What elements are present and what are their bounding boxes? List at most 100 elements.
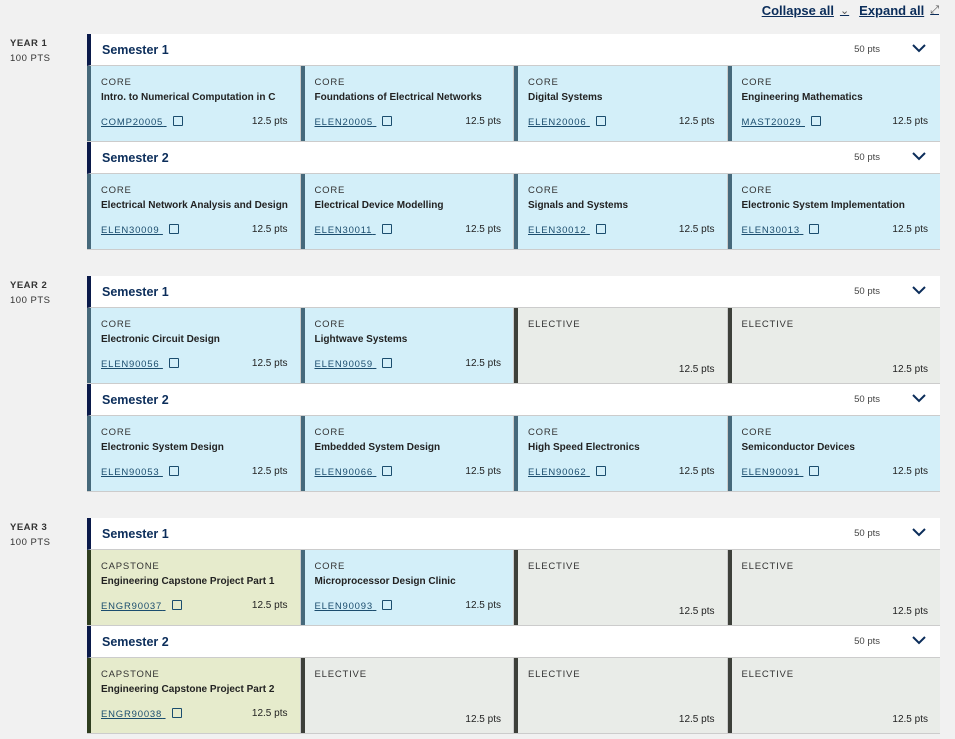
subject-card-elective[interactable]: ELECTIVE 12.5 pts bbox=[300, 658, 513, 733]
subject-code-link[interactable]: MAST20029 bbox=[742, 116, 821, 128]
external-link-icon bbox=[809, 466, 820, 476]
subject-type: ELECTIVE bbox=[741, 561, 794, 572]
subject-card-core[interactable]: CORE Embedded System Design ELEN90066 12.5… bbox=[300, 416, 513, 491]
chevron-down-icon[interactable] bbox=[912, 41, 926, 55]
subject-type: CORE bbox=[314, 427, 346, 438]
semester: Semester 1 50 pts CORE Intro. to Numerical … bbox=[87, 34, 940, 142]
subject-row: CORE Electronic System Design ELEN90053 12… bbox=[87, 416, 940, 491]
subject-points: 12.5 pts bbox=[251, 224, 288, 235]
semester-header[interactable]: Semester 1 50 pts bbox=[87, 34, 940, 66]
semester-points: 50 pts bbox=[854, 636, 880, 647]
external-link-icon bbox=[595, 116, 606, 126]
semester-points: 50 pts bbox=[854, 286, 880, 297]
subject-type: CORE bbox=[314, 77, 346, 88]
collapse-all-button[interactable]: Collapse all ⌄ bbox=[761, 3, 850, 18]
subject-code-link[interactable]: ENGR90038 bbox=[101, 708, 182, 720]
subject-code-link[interactable]: ELEN90091 bbox=[742, 466, 820, 478]
year-label: YEAR 2 100 PTS bbox=[10, 278, 50, 308]
expand-all-button[interactable]: Expand all ⤢ bbox=[859, 3, 939, 18]
external-link-icon bbox=[810, 116, 821, 126]
subject-type: CORE bbox=[101, 319, 132, 330]
subject-title: Engineering Capstone Project Part 1 bbox=[101, 576, 275, 587]
subject-card-core[interactable]: CORE Signals and Systems ELEN30012 12.5 pt… bbox=[514, 174, 727, 249]
subject-points: 12.5 pts bbox=[678, 714, 715, 725]
chevron-down-icon[interactable] bbox=[912, 149, 926, 163]
subject-card-capstone[interactable]: CAPSTONE Engineering Capstone Project Par… bbox=[87, 550, 300, 625]
subject-code-link[interactable]: ELEN20006 bbox=[528, 116, 606, 128]
subject-type: ELECTIVE bbox=[741, 669, 794, 680]
subject-code-link[interactable]: ELEN30009 bbox=[101, 224, 179, 236]
subject-title: Signals and Systems bbox=[528, 200, 629, 211]
subject-type: CORE bbox=[314, 319, 346, 330]
subject-card-elective[interactable]: ELECTIVE 12.5 pts bbox=[727, 550, 940, 625]
semester: Semester 1 50 pts CORE Electronic Circuit D… bbox=[87, 276, 940, 384]
subject-title: Electrical Network Analysis and Design bbox=[101, 200, 288, 211]
subject-code: ELEN20006 bbox=[528, 117, 587, 128]
external-link-icon bbox=[168, 224, 179, 234]
subject-type: CORE bbox=[314, 561, 346, 572]
subject-row: CAPSTONE Engineering Capstone Project Par… bbox=[87, 658, 940, 733]
semester-points: 50 pts bbox=[854, 152, 880, 163]
subject-card-core[interactable]: CORE Foundations of Electrical Networks EL… bbox=[300, 66, 513, 141]
subject-card-core[interactable]: CORE High Speed Electronics ELEN90062 12.5… bbox=[514, 416, 727, 491]
subject-card-core[interactable]: CORE Electrical Device Modelling ELEN30011… bbox=[300, 174, 513, 249]
subject-code: ELEN30011 bbox=[314, 225, 373, 236]
subject-card-elective[interactable]: ELECTIVE 12.5 pts bbox=[727, 658, 940, 733]
subject-code-link[interactable]: ELEN30012 bbox=[528, 224, 606, 236]
semester-header[interactable]: Semester 1 50 pts bbox=[87, 276, 940, 308]
subject-card-core[interactable]: CORE Electronic System Implementation ELEN… bbox=[727, 174, 940, 249]
semester-title: Semester 2 bbox=[102, 634, 169, 649]
subject-card-core[interactable]: CORE Electronic System Design ELEN90053 12… bbox=[87, 416, 300, 491]
chevron-down-icon[interactable] bbox=[912, 391, 926, 405]
subject-code-link[interactable]: ELEN90093 bbox=[315, 600, 393, 612]
semester-header[interactable]: Semester 2 50 pts bbox=[87, 626, 940, 658]
subject-code-link[interactable]: COMP20005 bbox=[101, 116, 183, 128]
semester-header[interactable]: Semester 2 50 pts bbox=[87, 142, 940, 174]
subject-code-link[interactable]: ELEN90053 bbox=[101, 466, 179, 478]
subject-code-link[interactable]: ELEN30011 bbox=[315, 224, 392, 236]
subject-type: CORE bbox=[741, 427, 773, 438]
chevron-down-icon[interactable] bbox=[912, 525, 926, 539]
subject-title: Engineering Mathematics bbox=[741, 92, 863, 103]
semester-header[interactable]: Semester 1 50 pts bbox=[87, 518, 940, 550]
subject-card-elective[interactable]: ELECTIVE 12.5 pts bbox=[514, 308, 727, 383]
subject-card-core[interactable]: CORE Semiconductor Devices ELEN90091 12.5 … bbox=[727, 416, 940, 491]
subject-type: CORE bbox=[101, 427, 132, 438]
subject-type: CORE bbox=[528, 185, 559, 196]
subject-code-link[interactable]: ELEN90059 bbox=[315, 358, 393, 370]
subject-code-link[interactable]: ELEN90062 bbox=[528, 466, 606, 478]
subject-card-core[interactable]: CORE Electrical Network Analysis and Desi… bbox=[87, 174, 300, 249]
semester-header[interactable]: Semester 2 50 pts bbox=[87, 384, 940, 416]
subject-type: ELECTIVE bbox=[528, 319, 581, 330]
external-link-icon bbox=[595, 224, 606, 234]
subject-row: CORE Electronic Circuit Design ELEN90056 1… bbox=[87, 308, 940, 383]
subject-points: 12.5 pts bbox=[678, 364, 715, 375]
subject-title: Electrical Device Modelling bbox=[314, 200, 444, 211]
subject-card-capstone[interactable]: CAPSTONE Engineering Capstone Project Par… bbox=[87, 658, 300, 733]
subject-points: 12.5 pts bbox=[251, 600, 288, 611]
external-link-icon bbox=[171, 708, 182, 718]
subject-card-core[interactable]: CORE Intro. to Numerical Computation in C… bbox=[87, 66, 300, 141]
chevron-down-icon[interactable] bbox=[912, 633, 926, 647]
subject-card-elective[interactable]: ELECTIVE 12.5 pts bbox=[514, 550, 727, 625]
subject-code: ELEN30013 bbox=[741, 225, 800, 236]
chevron-down-icon[interactable] bbox=[912, 283, 926, 297]
subject-code-link[interactable]: ELEN20005 bbox=[315, 116, 393, 128]
subject-card-core[interactable]: CORE Microprocessor Design Clinic ELEN9009… bbox=[300, 550, 513, 625]
subject-card-elective[interactable]: ELECTIVE 12.5 pts bbox=[727, 308, 940, 383]
subject-row: CORE Intro. to Numerical Computation in C… bbox=[87, 66, 940, 141]
subject-card-core[interactable]: CORE Electronic Circuit Design ELEN90056 1… bbox=[87, 308, 300, 383]
subject-code-link[interactable]: ELEN30013 bbox=[742, 224, 820, 236]
semester-title: Semester 1 bbox=[102, 526, 169, 541]
subject-card-elective[interactable]: ELECTIVE 12.5 pts bbox=[514, 658, 727, 733]
subject-card-core[interactable]: CORE Lightwave Systems ELEN90059 12.5 pts bbox=[300, 308, 513, 383]
subject-card-core[interactable]: CORE Engineering Mathematics MAST20029 12.… bbox=[727, 66, 940, 141]
subject-code: ENGR90037 bbox=[101, 601, 163, 612]
subject-code-link[interactable]: ELEN90066 bbox=[315, 466, 393, 478]
subject-code-link[interactable]: ENGR90037 bbox=[101, 600, 182, 612]
subject-card-core[interactable]: CORE Digital Systems ELEN20006 12.5 pts bbox=[514, 66, 727, 141]
semester-points: 50 pts bbox=[854, 528, 880, 539]
subject-code-link[interactable]: ELEN90056 bbox=[101, 358, 179, 370]
external-link-icon bbox=[171, 600, 182, 610]
subject-type: CORE bbox=[314, 185, 346, 196]
